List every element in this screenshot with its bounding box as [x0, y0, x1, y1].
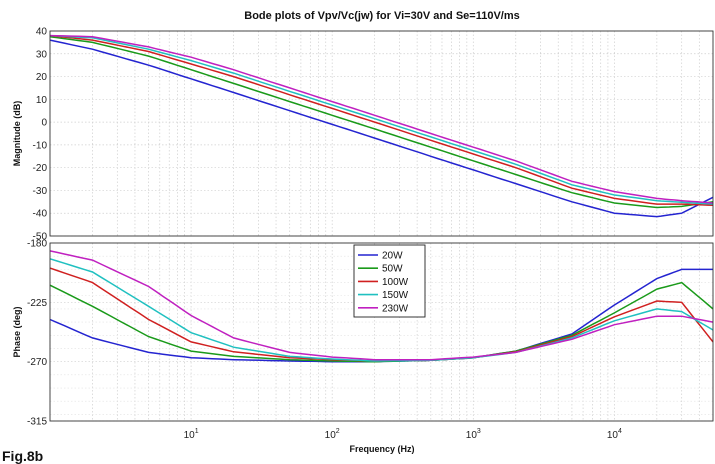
plot-frame-0 [49, 30, 714, 237]
y-axis-label: Magnitude (dB) [12, 101, 22, 167]
y-tick-label: -315 [27, 417, 47, 428]
x-tick-label: 104 [607, 428, 622, 441]
series-line-50W [49, 35, 714, 209]
series-line-150W [49, 34, 714, 205]
plot-area-0 [50, 31, 713, 236]
x-tick-label: 102 [325, 428, 340, 441]
plot-frame-1 [49, 242, 714, 422]
y-tick-label: 40 [36, 27, 48, 38]
y-tick-label: -50 [33, 232, 48, 243]
legend-label: 230W [382, 303, 409, 314]
y-tick-label: -270 [27, 357, 47, 368]
y-tick-label: -225 [27, 298, 47, 309]
legend-label: 50W [382, 264, 403, 275]
series-line-100W [49, 34, 714, 207]
y-tick-label: 10 [36, 95, 48, 106]
y-tick-label: 0 [41, 118, 47, 129]
x-axis-label: Frequency (Hz) [349, 444, 414, 454]
series-line-230W [49, 250, 714, 361]
y-tick-label: -30 [33, 186, 48, 197]
y-tick-label: -180 [27, 239, 47, 250]
figure-label: Fig.8b [2, 448, 44, 464]
series-line-150W [49, 258, 714, 362]
y-tick-label: -40 [33, 209, 48, 220]
x-tick-label: 101 [184, 428, 199, 441]
y-axis-label: Phase (deg) [12, 306, 22, 357]
series-line-20W [49, 39, 714, 218]
legend-label: 150W [382, 290, 409, 301]
chart-title: Bode plots of Vpv/Vc(jw) for Vi=30V and … [244, 10, 520, 22]
y-tick-label: 20 [36, 72, 48, 83]
legend-label: 100W [382, 277, 409, 288]
y-tick-label: -10 [33, 140, 48, 151]
series-line-230W [49, 34, 714, 204]
x-tick-label: 103 [466, 428, 481, 441]
y-tick-label: -20 [33, 163, 48, 174]
legend-label: 20W [382, 251, 403, 262]
y-tick-label: 30 [36, 49, 48, 60]
